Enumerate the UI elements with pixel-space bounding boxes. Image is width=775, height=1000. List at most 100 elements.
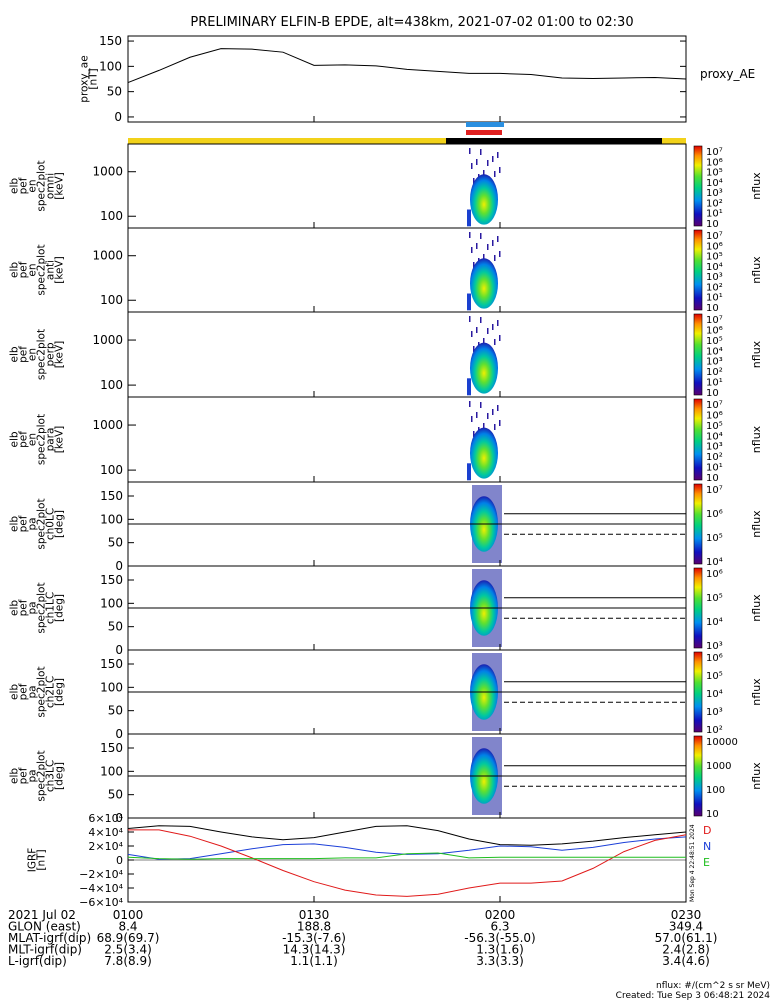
pa_ch1-colorbar-tick: 10⁴ xyxy=(706,617,723,628)
en_para-ylabel-line: en xyxy=(27,433,39,446)
en_omni-colorbar-tick: 10² xyxy=(706,198,723,209)
pa_ch2-ylabel-line: elb xyxy=(9,684,21,700)
en_anti-colorbar-label: nflux xyxy=(750,256,763,284)
en_perp-ytick-label: 100 xyxy=(100,378,123,392)
igrf-series-line xyxy=(127,852,686,860)
en_perp-ylabel-line: pef xyxy=(18,346,30,363)
igrf-ytick-label: 6×10⁴ xyxy=(88,812,123,825)
pa_ch0-colorbar-tick: 10⁷ xyxy=(706,485,723,496)
proxy-ae-ytick-label: 50 xyxy=(107,85,122,99)
axis-row-value: 1.3(1.6) xyxy=(476,943,524,957)
en_perp-sparse-pixel xyxy=(492,324,494,330)
en_perp-flux-edge xyxy=(467,378,471,396)
en_omni-ylabel-line: pef xyxy=(18,177,30,194)
en_omni-panel: 1000100elbpefenspec2plotomni[keV]10⁷10⁶1… xyxy=(9,143,763,230)
en_perp-ytick-label: 1000 xyxy=(92,333,123,347)
en_anti-ylabel: elbpefenspec2plotanti[keV] xyxy=(9,244,66,295)
en_anti-frame xyxy=(127,227,687,313)
en_para-sparse-pixel xyxy=(469,401,471,407)
igrf-side-text: Mon Sep 4 22:48:51 2024 xyxy=(689,824,696,902)
axis-row-value: 1.1(1.1) xyxy=(290,954,338,968)
en_para-sparse-pixel xyxy=(480,402,482,408)
en_para-colorbar-tick: 10⁵ xyxy=(706,421,723,432)
en_perp-sparse-pixel xyxy=(476,327,478,333)
pa_ch3-colorbar xyxy=(693,735,703,817)
en_perp-sparse-pixel xyxy=(469,316,471,322)
axis-row-value: 0130 xyxy=(299,908,330,922)
axis-row-value: 2.5(3.4) xyxy=(104,943,152,957)
axis-row-value: 0200 xyxy=(485,908,516,922)
en_perp-ylabel: elbpefenspec2plotperp[keV] xyxy=(9,329,66,380)
created-note: Created: Tue Sep 3 06:48:21 2024 xyxy=(616,991,771,1000)
pa_ch2-ylabel: elbpefpaspec2plotch2LC[deg] xyxy=(9,666,66,717)
en_omni-ytick-label: 1000 xyxy=(92,165,123,179)
en_para-colorbar-label: nflux xyxy=(750,425,763,453)
en_para-sparse-pixel xyxy=(497,405,499,411)
pa_ch2-ylabel-line: ch2LC xyxy=(45,676,57,708)
en_para-panel: 1000100elbpefenspec2plotpara[keV]10⁷10⁶1… xyxy=(9,396,763,484)
en_perp-sparse-pixel xyxy=(494,339,496,345)
en_anti-colorbar-tick: 10 xyxy=(706,303,719,314)
axis-row-label: 2021 Jul 02 xyxy=(8,908,76,922)
en_perp-colorbar-tick: 10³ xyxy=(706,357,723,368)
igrf-ylabel: IGRF[nT] xyxy=(27,848,48,873)
axis-row-value: 8.4 xyxy=(118,920,137,934)
en_anti-sparse-pixel xyxy=(476,243,478,249)
proxy-ae-panel: 150 100 50 0 proxy_ae[nT] proxy_AE xyxy=(79,34,756,124)
en_anti-sparse-pixel xyxy=(483,254,485,260)
en_perp-colorbar-tick: 10 xyxy=(706,388,719,399)
en_anti-flux-blob xyxy=(470,258,498,309)
en_para-ytick-label: 100 xyxy=(100,463,123,477)
pa_ch3-colorbar-label: nflux xyxy=(750,762,763,790)
en_para-colorbar xyxy=(693,398,703,481)
pa_ch2-ytick-label: 150 xyxy=(100,657,123,671)
pa_ch2-ytick-label: 0 xyxy=(115,727,123,741)
en_perp-sparse-pixel xyxy=(499,335,501,341)
pa_ch0-panel: 150 100 50 0 elbpefpaspec2plotch0LC[deg] 10⁷ 1… xyxy=(9,481,763,573)
en_para-colorbar-tick: 10¹ xyxy=(706,463,723,474)
en_anti-ylabel-line: elb xyxy=(9,262,21,278)
axis-row-value: 7.8(8.9) xyxy=(104,954,152,968)
pa_ch1-ytick-label: 100 xyxy=(100,596,123,610)
en_anti-colorbar xyxy=(693,229,703,311)
en_omni-ylabel-line: omni xyxy=(45,173,57,199)
igrf-series-line xyxy=(127,825,687,846)
en_omni-flux-blob xyxy=(470,174,498,225)
pa_ch2-ytick-label: 50 xyxy=(108,704,123,718)
pa_ch0-colorbar-tick: 10⁵ xyxy=(706,533,723,544)
en_para-sparse-pixel xyxy=(471,416,473,422)
proxy-ae-ylabel-line: proxy_ae xyxy=(79,55,91,102)
en_omni-colorbar-tick: 10³ xyxy=(706,188,723,199)
en_para-ylabel: elbpefenspec2plotpara[keV] xyxy=(9,414,66,465)
en_perp-colorbar-tick: 10⁷ xyxy=(706,315,723,326)
pa_ch1-colorbar-tick: 10⁵ xyxy=(706,593,723,604)
pa_ch1-ylabel-line: elb xyxy=(9,600,21,616)
en_perp-sparse-pixel xyxy=(483,338,485,344)
pa_ch2-colorbar-tick: 10⁵ xyxy=(706,671,723,682)
en_perp-sparse-pixel xyxy=(473,346,475,352)
en_anti-colorbar-tick: 10⁷ xyxy=(706,231,723,242)
en_para-ylabel-line: elb xyxy=(9,431,21,447)
axis-row-label: L-igrf(dip) xyxy=(8,954,67,968)
pa_ch1-ylabel-line: ch1LC xyxy=(45,592,57,624)
en_para-colorbar-tick: 10 xyxy=(706,473,719,484)
en_anti-sparse-pixel xyxy=(473,262,475,268)
pa_ch3-panel: 150 100 50 0 elbpefpaspec2plotch3LC[deg] 1000… xyxy=(9,733,763,825)
en_omni-colorbar-tick: 10⁵ xyxy=(706,168,723,179)
en_omni-sparse-pixel xyxy=(487,160,489,166)
science-zone-bar-red xyxy=(466,130,502,135)
pa_ch1-ylabel-line: pef xyxy=(18,599,30,616)
en_perp-colorbar-tick: 10¹ xyxy=(706,378,723,389)
en_omni-sparse-pixel xyxy=(473,178,475,184)
science-zone-bar-blue xyxy=(466,122,504,127)
axis-row-value: 3.3(3.3) xyxy=(476,954,524,968)
en_anti-ylabel-line: spec2plot xyxy=(36,244,48,295)
pa_ch1-colorbar-tick: 10³ xyxy=(706,641,723,652)
en_omni-frame xyxy=(127,143,687,229)
pa_ch3-ylabel: elbpefpaspec2plotch3LC[deg] xyxy=(9,750,66,801)
en_omni-ylabel: elbpefenspec2plotomni[keV] xyxy=(9,160,66,211)
en_anti-ytick-label: 100 xyxy=(100,293,123,307)
igrf-panel: 6×10⁴4×10⁴2×10⁴0−2×10⁴−4×10⁴−6×10⁴DNEIGR… xyxy=(27,812,712,909)
igrf-ytick-label: −4×10⁴ xyxy=(79,882,123,895)
axis-row-label: GLON (east) xyxy=(8,920,81,934)
